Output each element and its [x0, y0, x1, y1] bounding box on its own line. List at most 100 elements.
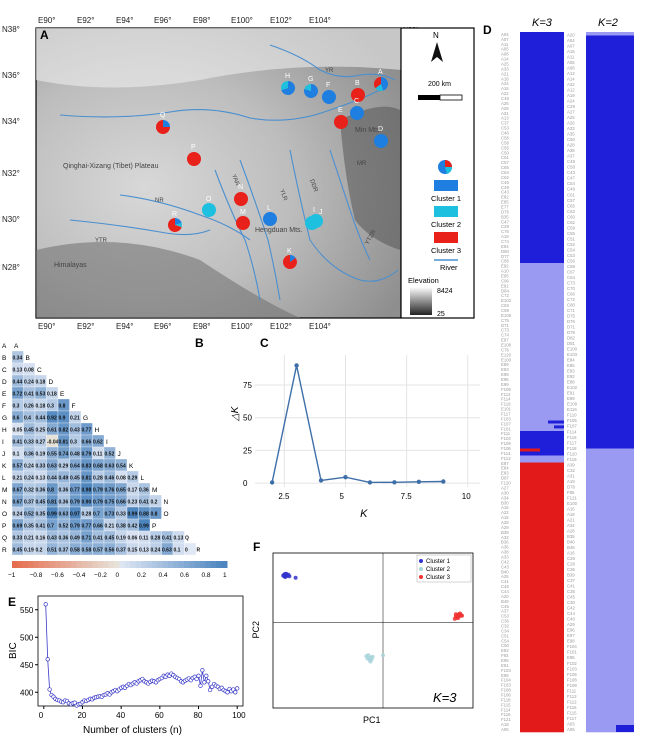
- fst-value: 0.43: [70, 428, 80, 434]
- sample-label-right: C40: [567, 617, 575, 622]
- sample-label-right: A20: [567, 32, 575, 37]
- fst-value: 0.73: [105, 512, 115, 518]
- fst-value: 0.36: [36, 488, 46, 494]
- fst-value: 0.63: [105, 464, 115, 470]
- fst-value: 0.48: [70, 452, 80, 458]
- structure-mix: [520, 448, 540, 452]
- pie-slice: [175, 218, 182, 225]
- map-top-tick: E90°: [38, 16, 55, 25]
- pie-slice: [374, 77, 381, 89]
- colorbar-step: [189, 561, 196, 568]
- sample-label-left: D87: [501, 476, 509, 481]
- sample-label-right: A33: [567, 126, 575, 131]
- fst-value: 0.33: [13, 536, 23, 542]
- sample-label-right: A29: [567, 622, 575, 627]
- structure-mix: [556, 434, 564, 438]
- fst-value: 0.52: [105, 452, 115, 458]
- y-tick: 400: [20, 688, 34, 697]
- sample-label-right: A19: [567, 93, 575, 98]
- sample-label-left: F106: [501, 446, 511, 451]
- site-pie-k: [283, 255, 298, 270]
- map-bottom-tick: E102°: [270, 322, 292, 330]
- legend-marker: [419, 567, 423, 571]
- data-point: [416, 479, 422, 484]
- colorbar-step: [135, 561, 142, 568]
- sample-label-left: A11: [501, 42, 509, 47]
- map-left-tick: N34°: [2, 117, 20, 126]
- svg-text:River: River: [440, 263, 458, 272]
- map-top-tick: E94°: [116, 16, 133, 25]
- colorbar-step: [205, 561, 212, 568]
- sample-label-left: C74: [501, 333, 509, 338]
- sample-label-left: A18: [501, 722, 509, 727]
- sample-label-right: B39: [567, 573, 575, 578]
- sample-label-right: A04: [567, 38, 575, 43]
- north-arrow: N: [431, 31, 443, 62]
- fst-value: 0.13: [13, 368, 23, 374]
- fst-row-label: R: [2, 547, 7, 554]
- map-legend: Cluster 1 Cluster 2 Cluster 3 River Elev…: [408, 160, 461, 318]
- y-tick: 500: [20, 633, 34, 642]
- fst-value: 0.36: [59, 536, 69, 542]
- x-axis-label: PC1: [363, 715, 381, 725]
- sample-label-right: D76: [567, 319, 575, 324]
- sample-label-right: F101: [567, 650, 577, 655]
- colorbar-tick: 1: [223, 572, 227, 579]
- site-label: A: [378, 69, 383, 76]
- sample-label-right: C32: [567, 468, 575, 473]
- map-top-tick: E104°: [309, 16, 331, 25]
- fst-value: 0.41: [139, 500, 149, 506]
- data-point: [198, 683, 203, 688]
- y-axis-label: BIC: [8, 642, 19, 659]
- x-axis-label: Number of clusters (n): [83, 725, 182, 736]
- pie-slice: [263, 212, 277, 226]
- sample-label-left: C62: [501, 175, 509, 180]
- pie-slice: [156, 120, 170, 134]
- sample-label-left: C50: [501, 643, 509, 648]
- sample-label-left: E94: [501, 244, 509, 249]
- site-pie-r: [168, 218, 182, 233]
- data-point: [269, 480, 275, 485]
- sample-label-left: E89: [501, 362, 509, 367]
- structure-segment: [520, 462, 564, 733]
- fst-value: 0.26: [24, 404, 34, 410]
- sample-label-right: E96: [567, 628, 575, 633]
- fst-value: 0.23: [128, 500, 138, 506]
- sample-label-right: F118: [567, 446, 577, 451]
- sample-label-left: B48: [501, 599, 509, 604]
- site-pie-d: [374, 134, 388, 148]
- site-label: P: [191, 144, 196, 151]
- sample-label-left: C69: [501, 308, 509, 313]
- site-pie-f: [322, 90, 336, 104]
- sample-label-left: A22: [501, 510, 509, 515]
- fst-value: 0.53: [36, 392, 46, 398]
- fst-value: 0.79: [93, 500, 103, 506]
- sample-label-left: E92: [501, 264, 509, 269]
- sample-label-right: C36: [567, 567, 575, 572]
- fst-value: 0.33: [36, 464, 46, 470]
- sample-label-right: C37: [567, 578, 575, 583]
- sample-label-left: A30: [501, 490, 509, 495]
- pie-slice: [375, 84, 384, 91]
- sample-label-right: F117: [567, 716, 577, 721]
- sample-label-right: A24: [567, 99, 575, 104]
- colorbar-step: [194, 561, 201, 568]
- sample-label-right: C72: [567, 297, 575, 302]
- sample-label-left: D77: [501, 254, 509, 259]
- sample-label-right: C68: [567, 264, 575, 269]
- fst-value: 0.54: [116, 464, 126, 470]
- place-ytr: YTR: [95, 238, 108, 244]
- fst-diag-label: L: [141, 475, 145, 482]
- y-axis-label: PC2: [251, 621, 261, 639]
- sample-label-left: C58: [501, 140, 509, 145]
- pie-slice: [322, 90, 336, 104]
- fst-value: 0.28: [151, 536, 161, 542]
- sample-label-right: F107: [567, 424, 577, 429]
- panel-label-e: E: [8, 595, 16, 609]
- fst-value: 0.29: [59, 464, 69, 470]
- sample-label-left: C61: [501, 155, 509, 160]
- colorbar-step: [87, 561, 94, 568]
- fst-value: 0.83: [82, 464, 92, 470]
- sample-label-left: C45: [501, 604, 509, 609]
- sample-label-left: C42: [501, 559, 509, 564]
